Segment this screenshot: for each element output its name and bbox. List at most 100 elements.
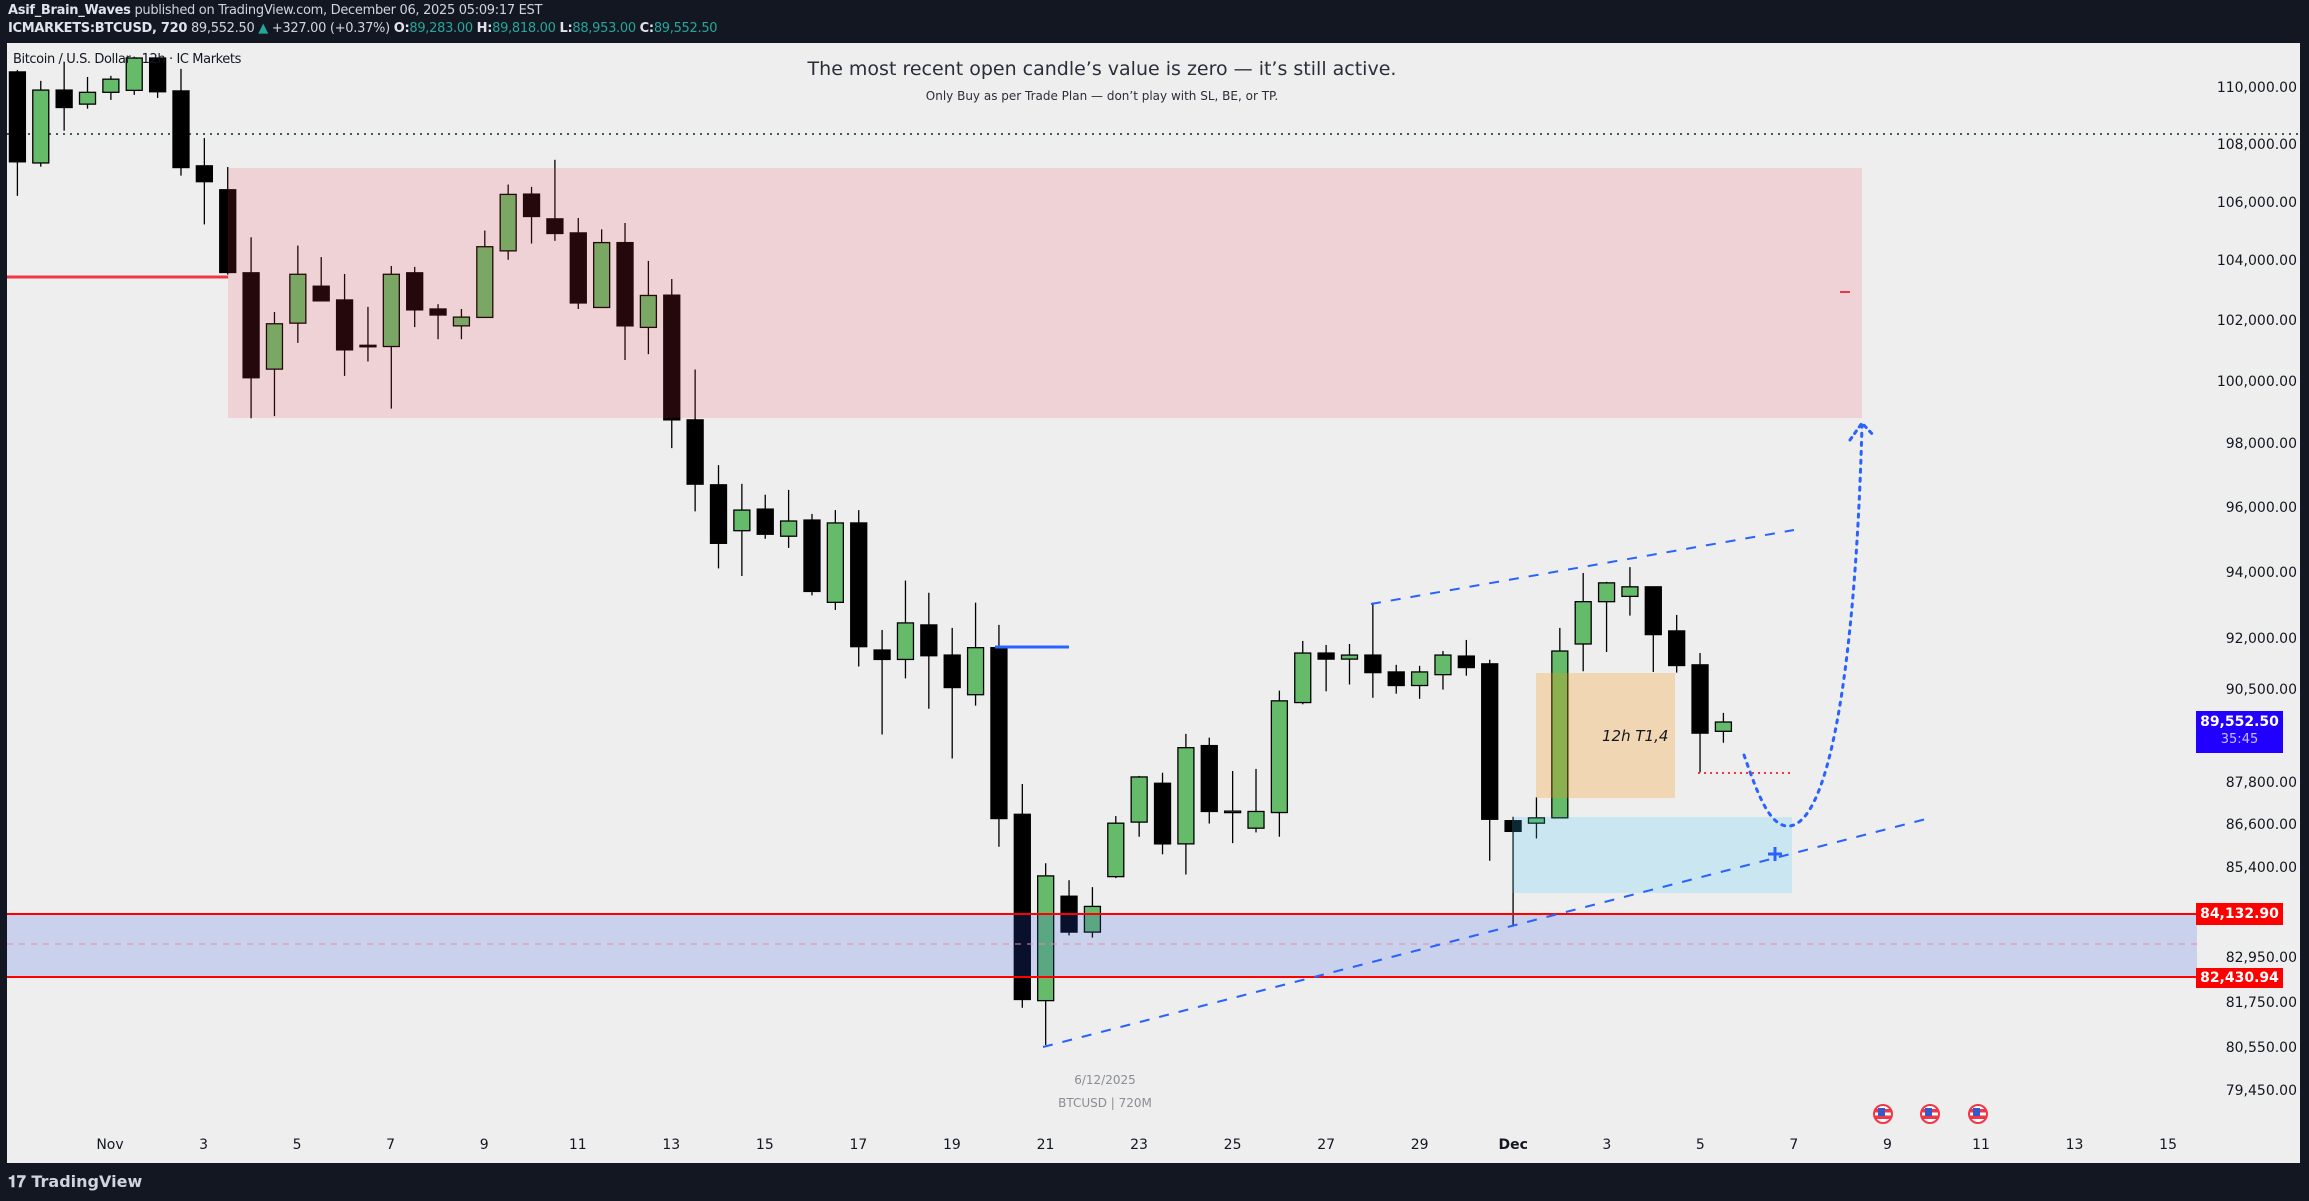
candle[interactable] — [78, 76, 97, 109]
bearish-candle-body — [546, 218, 564, 235]
candle[interactable] — [1481, 659, 1499, 861]
date-tick-label: 13 — [662, 1137, 681, 1153]
candle[interactable] — [382, 265, 400, 409]
tradingview-logo[interactable]: 𝟏𝟕 TradingView — [8, 1172, 142, 1192]
candle[interactable] — [8, 69, 27, 196]
candle[interactable] — [335, 273, 354, 376]
candle[interactable] — [1340, 643, 1359, 685]
chart-pane[interactable]: 12h T1,4 Bitcoin / U.S. Dollar · 12h · I… — [7, 43, 2300, 1163]
candle[interactable] — [1597, 581, 1616, 653]
entry-box[interactable] — [1512, 817, 1792, 893]
candle[interactable] — [522, 186, 541, 244]
candle[interactable] — [873, 629, 891, 735]
candle[interactable] — [406, 266, 424, 328]
candle[interactable] — [990, 624, 1008, 847]
candle[interactable] — [32, 80, 50, 167]
candle[interactable] — [756, 494, 774, 539]
candle[interactable] — [779, 489, 798, 548]
candle[interactable] — [172, 68, 190, 176]
candle[interactable] — [1504, 816, 1522, 927]
candle[interactable] — [616, 222, 634, 360]
bearish-candle-body — [569, 232, 587, 304]
candle[interactable] — [359, 306, 377, 362]
symbol-legend[interactable]: Bitcoin / U.S. Dollar · 12h · IC Markets — [13, 52, 241, 67]
candle[interactable] — [593, 229, 611, 309]
date-tick-label: 9 — [479, 1137, 489, 1153]
candle[interactable] — [1668, 614, 1686, 673]
candle[interactable] — [1317, 644, 1335, 692]
candle[interactable] — [663, 279, 681, 449]
candle[interactable] — [920, 592, 938, 709]
candle[interactable] — [1200, 737, 1218, 824]
candle[interactable] — [803, 513, 821, 596]
candle[interactable] — [429, 304, 447, 340]
candle[interactable] — [1153, 772, 1172, 855]
candle[interactable] — [1037, 863, 1055, 1046]
candle[interactable] — [1714, 712, 1733, 743]
candle[interactable] — [55, 61, 73, 131]
us-event-flag-icon[interactable] — [1968, 1104, 1988, 1124]
candle[interactable] — [733, 483, 751, 576]
candle[interactable] — [1107, 816, 1125, 879]
candle[interactable] — [850, 510, 868, 667]
candle[interactable] — [1247, 768, 1265, 833]
candle[interactable] — [1457, 639, 1475, 676]
us-event-flag-icon[interactable] — [1920, 1104, 1940, 1124]
upper-trendline[interactable] — [1370, 529, 1795, 605]
bearish-candle-body — [663, 294, 681, 421]
bullish-candle-body — [1527, 817, 1546, 824]
author-name[interactable]: Asif_Brain_Waves — [8, 3, 131, 18]
candle[interactable] — [569, 217, 587, 309]
candle[interactable] — [1621, 567, 1639, 616]
candle[interactable] — [943, 627, 961, 759]
candle[interactable] — [639, 260, 658, 355]
candle[interactable] — [265, 311, 284, 417]
candle[interactable] — [1130, 775, 1148, 837]
candle[interactable] — [242, 237, 260, 419]
bearish-candle-body — [1387, 671, 1405, 687]
chart-canvas[interactable]: 12h T1,4 — [7, 43, 2300, 1163]
target-box[interactable] — [1536, 673, 1675, 798]
candle[interactable] — [1270, 690, 1289, 837]
candle[interactable] — [289, 245, 307, 343]
candle[interactable] — [546, 159, 564, 241]
upper-level-price-label: 84,132.90 — [2196, 903, 2283, 925]
candle[interactable] — [1574, 573, 1592, 672]
candle[interactable] — [1410, 665, 1429, 699]
candle[interactable] — [826, 510, 844, 610]
projection-path[interactable] — [1742, 423, 1864, 828]
candle[interactable] — [709, 465, 728, 569]
candle[interactable] — [452, 308, 471, 340]
symbol-label: ICMARKETS:BTCUSD, 720 — [8, 21, 188, 36]
date-tick-label: Nov — [96, 1137, 124, 1153]
candle[interactable] — [1083, 887, 1102, 938]
date-tick-label: 11 — [568, 1137, 587, 1153]
supply-zone[interactable] — [228, 168, 1862, 418]
candle[interactable] — [1551, 627, 1569, 819]
candle[interactable] — [1013, 783, 1031, 1008]
candle[interactable] — [1364, 602, 1382, 698]
candle[interactable] — [1177, 733, 1195, 875]
candle[interactable] — [102, 75, 120, 100]
candle[interactable] — [966, 602, 985, 706]
candle[interactable] — [1691, 653, 1709, 773]
candle[interactable] — [312, 257, 330, 302]
candle[interactable] — [125, 56, 143, 95]
us-event-flag-icon[interactable] — [1873, 1104, 1893, 1124]
bearish-candle-body — [1668, 630, 1686, 667]
candle[interactable] — [476, 230, 494, 319]
candle[interactable] — [1434, 651, 1452, 690]
candle[interactable] — [896, 580, 915, 679]
candle[interactable] — [1387, 664, 1405, 694]
candle[interactable] — [1527, 797, 1546, 839]
candle[interactable] — [1294, 640, 1312, 705]
candle[interactable] — [1223, 771, 1242, 844]
candle[interactable] — [686, 369, 704, 512]
annotation-subtitle: Only Buy as per Trade Plan — don’t play … — [925, 89, 1279, 103]
candle[interactable] — [148, 57, 167, 98]
candle[interactable] — [195, 138, 214, 225]
candle[interactable] — [1644, 586, 1662, 672]
candle[interactable] — [499, 184, 517, 260]
candle[interactable] — [219, 166, 237, 275]
demand-zone[interactable] — [7, 914, 2197, 977]
